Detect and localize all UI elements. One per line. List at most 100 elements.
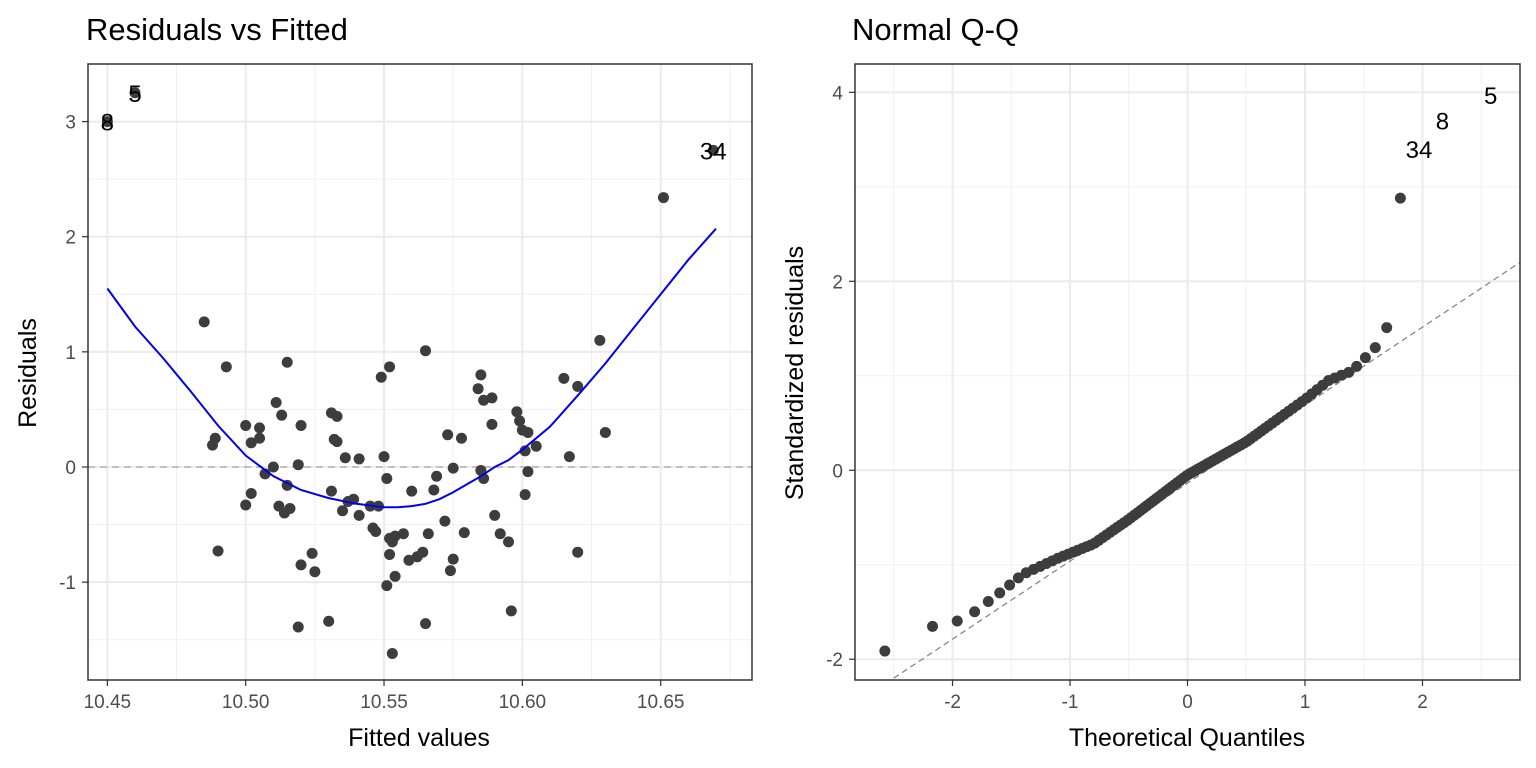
y-axis-title: Residuals <box>14 318 42 428</box>
residual-point <box>522 466 534 478</box>
x-tick-label: -2 <box>944 692 961 713</box>
residual-point <box>478 394 490 406</box>
residual-point <box>270 397 282 409</box>
residual-point <box>325 485 337 497</box>
residual-point <box>444 565 456 577</box>
y-tick-label: 0 <box>832 461 843 482</box>
smooth-trend-line <box>106 228 717 509</box>
residual-point <box>267 461 279 473</box>
residual-point <box>129 87 141 99</box>
residual-point <box>486 418 498 430</box>
residual-point <box>475 369 487 381</box>
residual-point <box>378 451 390 463</box>
y-tick-label: 3 <box>65 113 76 134</box>
residual-point <box>281 356 293 368</box>
qq-point <box>1394 192 1406 204</box>
y-tick-label: 2 <box>832 272 843 293</box>
residual-point <box>254 422 266 434</box>
residual-point <box>511 406 523 418</box>
residual-point <box>353 453 365 465</box>
x-tick-label: 10.45 <box>84 692 132 713</box>
residual-point <box>240 420 252 432</box>
residual-point <box>276 409 288 421</box>
axes: -2 -1 0 1 2 -2 0 2 4 <box>826 83 1428 713</box>
residual-point <box>428 484 440 496</box>
residual-point <box>397 528 409 540</box>
residual-point <box>439 515 451 527</box>
residual-point <box>447 553 459 565</box>
qq-point <box>1012 572 1024 584</box>
point-label: 34 <box>700 138 727 165</box>
x-tick-label: 10.55 <box>360 692 408 713</box>
residual-point <box>403 554 415 566</box>
x-tick-label: -1 <box>1062 692 1079 713</box>
qq-point <box>982 595 994 607</box>
residual-point <box>306 547 318 559</box>
residual-point <box>458 527 470 539</box>
residual-point <box>245 487 257 499</box>
residual-point <box>707 144 719 156</box>
residual-point <box>198 316 210 328</box>
qq-point <box>927 620 939 632</box>
y-tick-label: -2 <box>826 650 843 671</box>
residual-point <box>375 371 387 383</box>
point-label: 5 <box>128 81 141 108</box>
residual-point <box>220 361 232 373</box>
residual-point <box>389 530 401 542</box>
residual-point <box>422 528 434 540</box>
residual-point <box>494 528 506 540</box>
chart-title: Residuals vs Fitted <box>86 12 348 47</box>
x-tick-label: 10.50 <box>222 692 270 713</box>
residual-point <box>381 580 393 592</box>
residual-point <box>384 361 396 373</box>
residual-point <box>489 509 501 521</box>
x-tick-label: 0 <box>1182 692 1193 713</box>
qq-point <box>1004 579 1016 591</box>
chart-title: Normal Q-Q <box>852 12 1019 47</box>
residual-point <box>442 429 454 441</box>
residuals-vs-fitted-panel: Residuals vs Fitted Fitted values Residu… <box>14 12 753 752</box>
residual-point <box>101 116 113 128</box>
residual-point <box>292 459 304 471</box>
residual-point <box>292 621 304 633</box>
y-axis-title: Standardized residuals <box>781 246 809 500</box>
residual-point <box>447 462 459 474</box>
y-tick-label: 1 <box>65 343 76 364</box>
residual-point <box>514 415 526 427</box>
residual-point <box>472 383 484 395</box>
point-label: 5 <box>1484 83 1497 110</box>
x-tick-label: 2 <box>1417 692 1428 713</box>
residual-point <box>212 545 224 557</box>
x-tick-label: 10.60 <box>499 692 547 713</box>
x-tick-label: 10.65 <box>637 692 685 713</box>
axes: 10.45 10.50 10.55 10.60 10.65 -1 0 1 2 3 <box>59 113 684 713</box>
residual-point <box>331 436 343 448</box>
grid <box>88 64 752 680</box>
qq-point <box>1359 352 1371 364</box>
residual-point <box>370 525 382 537</box>
qq-point <box>951 615 963 627</box>
residual-point <box>456 432 467 444</box>
residual-point <box>353 509 365 521</box>
qq-point <box>1343 366 1355 378</box>
residual-point <box>207 439 218 451</box>
residual-point <box>431 470 443 482</box>
residual-point <box>323 615 335 627</box>
residual-point <box>594 334 606 346</box>
residual-point <box>572 546 584 558</box>
qq-point <box>1351 360 1363 372</box>
residual-point <box>486 392 498 404</box>
residual-point <box>522 426 534 438</box>
residual-point <box>417 546 429 558</box>
residual-point <box>331 410 343 422</box>
residual-point <box>519 489 531 501</box>
residual-point <box>389 570 401 582</box>
y-tick-label: 4 <box>832 83 843 104</box>
residual-point <box>572 380 584 392</box>
y-tick-label: 2 <box>65 228 76 249</box>
residual-point <box>519 445 531 457</box>
point-label: 8 <box>101 110 114 137</box>
y-tick-label: -1 <box>59 573 76 594</box>
residual-point <box>254 432 266 444</box>
residual-point <box>339 452 351 464</box>
